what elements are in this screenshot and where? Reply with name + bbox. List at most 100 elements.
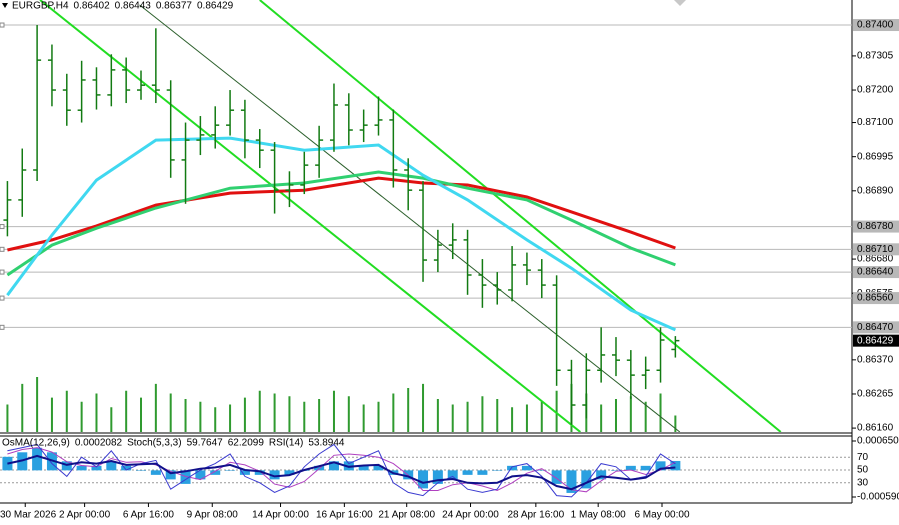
x-tick-label: 6 May 00:00: [634, 510, 689, 521]
stoch-label: Stoch(5,3,3): [127, 438, 181, 449]
header-low: 0.86377: [156, 1, 193, 12]
moving-average: [6, 136, 677, 332]
osma-bar: [432, 470, 443, 484]
osma-bar: [328, 461, 339, 471]
osma-bar: [195, 470, 206, 480]
osma-bar: [625, 465, 636, 471]
osma-bar: [150, 470, 161, 475]
y-tick-label: 0.86680: [857, 254, 894, 265]
osma-bar: [121, 465, 132, 471]
moving-average: [7, 176, 676, 252]
y-tick-label: 0.86265: [857, 389, 894, 400]
volume-bar: [199, 401, 202, 432]
osma-tick-label: -0.0005905: [857, 492, 899, 503]
volume-bar: [258, 390, 261, 432]
osma-bar: [521, 465, 532, 471]
y-tick-label: 0.87305: [857, 51, 894, 62]
osma-bar: [581, 470, 592, 489]
trendline: [39, 0, 581, 432]
oscillator-plot: [0, 443, 852, 498]
level-label: 0.86560: [857, 293, 894, 304]
y-tick-label: 0.86995: [857, 151, 894, 162]
volume-bar: [436, 399, 439, 432]
osma-bar: [610, 470, 621, 471]
trendline: [259, 0, 782, 432]
volume-bar: [540, 401, 543, 432]
osma-bar: [566, 470, 577, 493]
rsi-label: RSI(14): [269, 438, 303, 449]
level-box: [853, 243, 899, 256]
volume-bar: [36, 377, 39, 432]
x-tick-label: 24 Apr 00:00: [442, 510, 499, 521]
osma-bar: [447, 470, 458, 480]
osma-bar: [418, 470, 429, 489]
volume-bar: [511, 407, 514, 432]
header-high: 0.86443: [115, 1, 152, 12]
y-tick-label: 0.86890: [857, 185, 894, 196]
x-tick-label: 6 Apr 16:00: [123, 510, 175, 521]
trendline: [139, 4, 681, 432]
y-tick-label: 0.87200: [857, 85, 894, 96]
volume-bar: [496, 399, 499, 432]
volume-bar: [273, 393, 276, 432]
osma-bar: [32, 447, 43, 471]
osma-bar: [477, 470, 488, 475]
volume-bar: [318, 399, 321, 432]
level-handle: [0, 224, 5, 230]
osma-bar: [596, 470, 607, 480]
volume-bar: [422, 383, 425, 432]
symbol-icon: [2, 3, 8, 8]
osma-value: 0.0002082: [75, 438, 123, 449]
x-tick-label: 9 Apr 08:00: [187, 510, 239, 521]
osma-label: OsMA(12,26,9): [2, 438, 70, 449]
osma-bar: [655, 461, 666, 471]
level-handle: [0, 269, 5, 275]
volume-bar: [154, 383, 157, 432]
level-box: [853, 321, 899, 334]
osma-tick-label: 0.0006505: [857, 436, 899, 447]
volume-bar: [362, 404, 365, 432]
volume-bar: [125, 390, 128, 432]
moving-average: [6, 170, 676, 277]
volume-bar: [214, 407, 217, 432]
header-open: 0.86402: [74, 1, 111, 12]
volume-bar: [184, 399, 187, 432]
header-close: 0.86429: [197, 1, 234, 12]
level-label: 0.86710: [857, 244, 894, 255]
volume-bar: [674, 415, 677, 432]
osma-bar: [210, 470, 221, 475]
volume-bar: [21, 383, 24, 432]
volume-bar: [600, 404, 603, 432]
rsi-line: [7, 454, 676, 491]
last-price-label: 0.86429: [857, 335, 894, 346]
volume-bar: [95, 393, 98, 432]
osma-bar: [536, 470, 547, 471]
level-label: 0.86780: [857, 221, 894, 232]
stoch-main-value: 59.7647: [187, 438, 224, 449]
volume-bar: [6, 404, 9, 432]
x-tick-label: 16 Apr 16:00: [316, 510, 373, 521]
volume-bar: [644, 401, 647, 432]
level-box: [853, 266, 899, 279]
symbol: EURGBP,H4: [12, 1, 69, 12]
level-label: 0.87400: [857, 20, 894, 31]
level-box: [853, 292, 899, 305]
rsi-value: 53.8944: [308, 438, 345, 449]
osma-bar: [492, 470, 503, 471]
osc-tick-label: 50: [857, 465, 869, 476]
x-tick-label: 14 Apr 00:00: [252, 510, 309, 521]
osma-bar: [136, 470, 147, 471]
osma-bar: [225, 470, 236, 471]
shift-marker: [674, 0, 686, 6]
volume-bar: [377, 401, 380, 432]
volume-bar: [466, 401, 469, 432]
volume-bar: [347, 396, 350, 432]
volume-bar: [243, 397, 246, 432]
osma-bar: [670, 460, 681, 471]
y-tick-label: 0.86160: [857, 423, 894, 434]
volume-bar: [659, 393, 662, 432]
osma-bar: [284, 470, 295, 475]
